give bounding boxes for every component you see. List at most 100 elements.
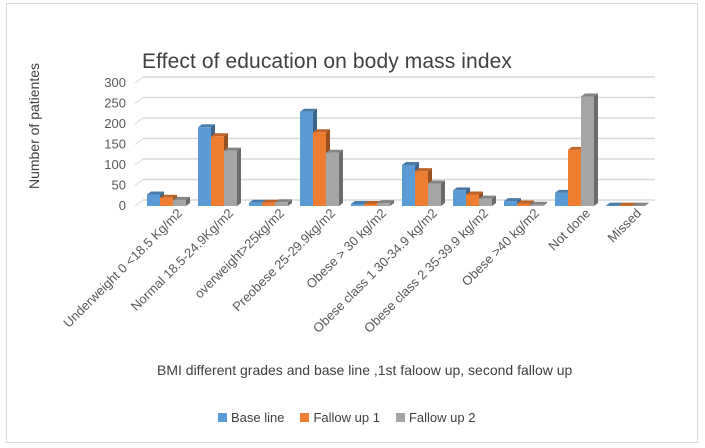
bar: [568, 149, 581, 206]
y-tick-label: 250: [104, 96, 126, 111]
gridline-depth: [134, 158, 144, 166]
bar: [479, 198, 492, 206]
bar: [619, 205, 632, 206]
bar: [224, 150, 237, 206]
legend-item-base-line: Base line: [218, 410, 284, 425]
bar-top: [530, 201, 547, 205]
bar: [275, 202, 288, 206]
bar: [147, 194, 160, 206]
gridline-depth: [134, 138, 144, 145]
bar-side: [594, 93, 598, 206]
bar: [249, 202, 262, 206]
bar-top: [211, 133, 228, 137]
bar: [415, 171, 428, 206]
bar-side: [645, 202, 649, 206]
bar-top: [262, 199, 279, 203]
bar-top: [160, 194, 177, 198]
bar: [466, 194, 479, 206]
bar: [198, 127, 211, 206]
bar-top: [173, 196, 190, 200]
gridline-depth: [134, 76, 144, 84]
bar-side: [390, 200, 394, 206]
bar-side: [492, 195, 496, 206]
bar: [351, 203, 364, 206]
bar: [173, 199, 186, 206]
legend-item-fallow-up-2: Fallow up 2: [395, 410, 476, 425]
bar: [555, 192, 568, 206]
bar-top: [249, 199, 266, 203]
y-tick-label: 100: [104, 157, 126, 172]
y-tick-label: 200: [104, 116, 126, 131]
bar-side: [543, 201, 547, 206]
y-tick-label: 50: [112, 178, 126, 193]
y-tick-label: 0: [119, 198, 126, 213]
bar: [313, 132, 326, 206]
bar: [606, 205, 619, 206]
bar-top: [351, 200, 368, 204]
legend-item-fallow-up-1: Fallow up 1: [300, 410, 380, 425]
bar-top: [313, 129, 330, 133]
legend-label: Fallow up 2: [408, 410, 476, 425]
bar: [211, 136, 224, 206]
legend: Base line Fallow up 1 Fallow up 2: [218, 410, 475, 425]
bar: [377, 203, 390, 206]
x-tick-label: Not done: [545, 206, 593, 254]
bar: [402, 165, 415, 206]
bar-side: [186, 196, 190, 206]
bar-top: [326, 149, 343, 153]
bar-top: [453, 187, 470, 191]
bar-top: [517, 200, 534, 204]
y-tick-label: 300: [104, 75, 126, 90]
bar: [632, 205, 645, 206]
bar-side: [339, 149, 343, 206]
x-tick-label: Preobese 25-29.9kg/m2: [229, 206, 338, 315]
bar: [300, 111, 313, 206]
x-axis-label: BMI different grades and base line ,1st …: [157, 362, 573, 378]
y-tick-label: 150: [104, 137, 126, 152]
legend-swatch: [300, 413, 310, 422]
bar-top: [555, 189, 572, 193]
gridline-depth: [134, 199, 144, 207]
bar-top: [300, 108, 317, 112]
bar-top: [619, 202, 636, 206]
legend-swatch: [395, 413, 405, 422]
bar-side: [237, 147, 241, 206]
bar: [453, 190, 466, 206]
legend-label: Base line: [231, 410, 285, 425]
legend-swatch: [218, 413, 227, 422]
bar-top: [466, 191, 483, 195]
bar: [428, 183, 441, 206]
bar-top: [479, 195, 496, 199]
bar-top: [147, 191, 164, 195]
bar: [160, 197, 173, 206]
bar-top: [504, 198, 521, 202]
bar: [326, 152, 339, 206]
x-tick-label: Missed: [604, 206, 644, 246]
bar-side: [288, 199, 292, 206]
chart-title: Effect of education on body mass index: [142, 50, 512, 73]
bar-top: [568, 146, 585, 150]
bar-top: [632, 202, 649, 206]
bar-top: [415, 168, 432, 172]
bar-top: [275, 199, 292, 203]
x-tick-label: Normal 18.5-24.9Kg/m2: [128, 206, 236, 314]
x-tick-label: overweight>25kg/m2: [191, 206, 287, 302]
bar: [530, 204, 543, 206]
bar: [504, 201, 517, 206]
bar-top: [224, 147, 241, 151]
bar-top: [377, 200, 394, 204]
bar-top: [198, 124, 215, 128]
legend-label: Fallow up 1: [313, 410, 380, 425]
gridline-depth: [134, 179, 144, 186]
bar: [517, 203, 530, 206]
bar: [581, 96, 594, 206]
bar-top: [606, 202, 623, 206]
bar-top: [364, 200, 381, 204]
bar-top: [402, 162, 419, 165]
gridline-depth: [134, 97, 144, 104]
gridline-depth: [134, 117, 144, 125]
bar: [364, 203, 377, 206]
bar: [262, 202, 275, 206]
bar-side: [441, 180, 445, 206]
